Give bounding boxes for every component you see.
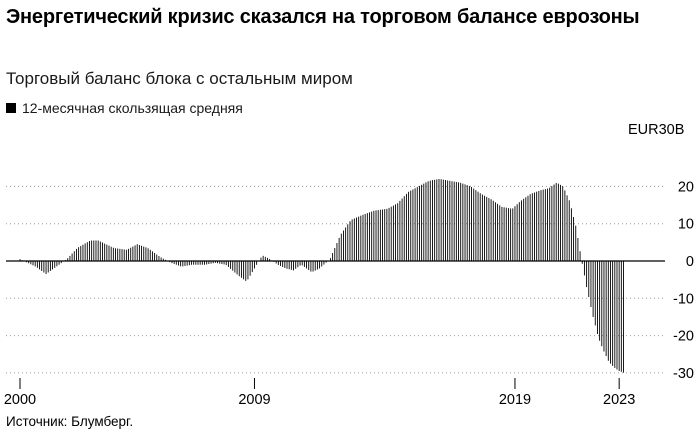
y-tick-label: 0	[686, 254, 694, 270]
chart-title: Энергетический кризис сказался на торгов…	[6, 6, 640, 28]
chart-subtitle: Торговый баланс блока с остальным миром	[6, 69, 353, 88]
x-tick-label: 2009	[238, 392, 270, 408]
y-tick-label: -30	[673, 366, 694, 382]
y-axis-unit: EUR30B	[628, 122, 685, 138]
x-tick-label: 2023	[603, 392, 635, 408]
source-note: Источник: Блумберг.	[6, 414, 134, 429]
legend-label: 12-месячная скользящая средняя	[22, 100, 243, 116]
y-tick-label: 20	[678, 179, 694, 195]
chart-legend: 12-месячная скользящая средняя	[6, 99, 243, 117]
x-tick-label: 2000	[4, 392, 36, 408]
y-tick-label: -20	[673, 329, 694, 345]
y-tick-label: 10	[678, 217, 694, 233]
legend-swatch	[6, 103, 16, 113]
y-tick-label: -10	[673, 291, 694, 307]
x-tick-label: 2019	[499, 392, 531, 408]
